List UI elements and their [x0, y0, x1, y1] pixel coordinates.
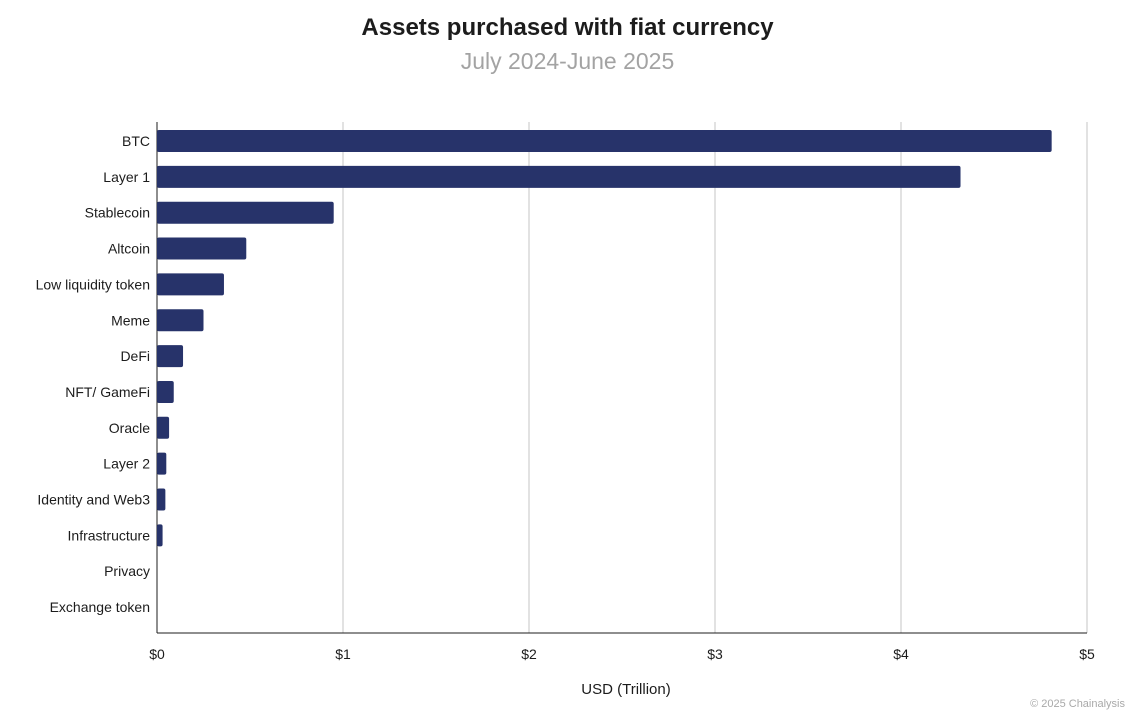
bar	[157, 201, 334, 224]
category-label: DeFi	[120, 348, 150, 364]
category-label: NFT/ GameFi	[65, 384, 150, 400]
bar	[157, 452, 167, 475]
category-label: Layer 2	[103, 456, 150, 472]
bar	[157, 380, 174, 403]
bar	[157, 524, 163, 547]
x-tick-label: $0	[149, 646, 165, 662]
x-tick-label: $4	[893, 646, 909, 662]
bar	[157, 165, 961, 188]
bar	[157, 237, 247, 260]
category-label: Identity and Web3	[37, 492, 150, 508]
category-label: Low liquidity token	[36, 276, 150, 292]
category-label: Stablecoin	[85, 205, 150, 221]
category-label: Meme	[111, 312, 150, 328]
category-label: Infrastructure	[68, 527, 151, 543]
bar	[157, 345, 184, 368]
x-tick-label: $3	[707, 646, 723, 662]
chart-subtitle: July 2024-June 2025	[460, 48, 675, 74]
category-label: Oracle	[109, 420, 150, 436]
x-tick-label: $5	[1079, 646, 1095, 662]
category-label: Privacy	[104, 563, 150, 579]
bar	[157, 273, 224, 296]
category-label: Altcoin	[108, 241, 150, 257]
bar	[157, 416, 170, 439]
category-label: Layer 1	[103, 169, 150, 185]
chart-title: Assets purchased with fiat currency	[361, 14, 774, 41]
bar	[157, 488, 166, 511]
bar	[157, 130, 1052, 152]
x-tick-label: $2	[521, 646, 537, 662]
x-tick-label: $1	[335, 646, 351, 662]
bar	[157, 309, 204, 332]
category-label: Exchange token	[50, 599, 150, 615]
category-label: BTC	[122, 133, 150, 149]
copyright-credit: © 2025 Chainalysis	[1030, 698, 1125, 710]
x-axis-label: USD (Trillion)	[581, 681, 671, 698]
